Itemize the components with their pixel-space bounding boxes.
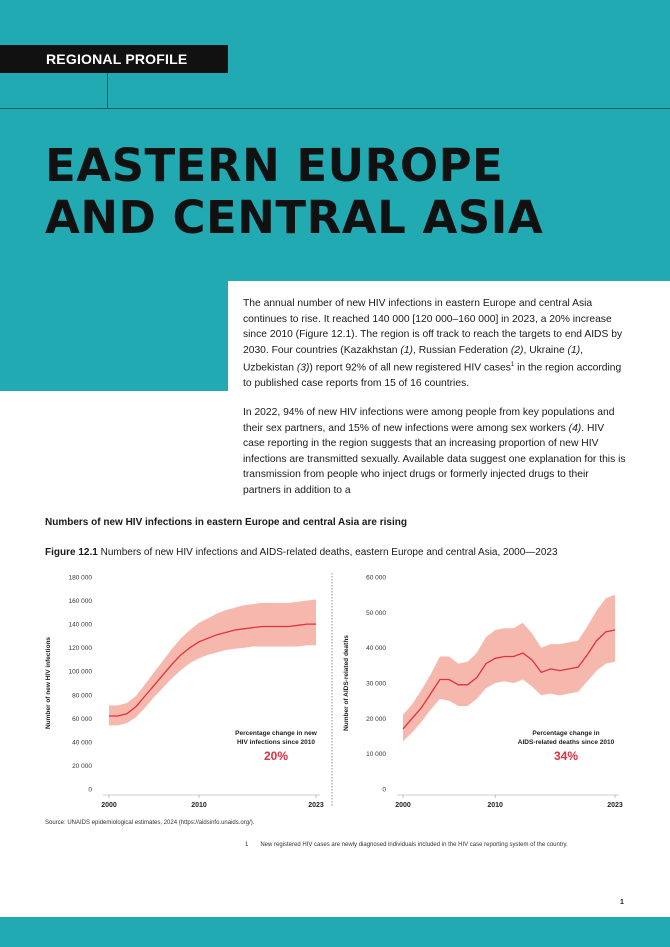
hiv-chart-x-tick-label: 2010: [191, 802, 207, 809]
deaths-chart-y-tick-label: 50 000: [366, 610, 386, 617]
deaths-chart-y-axis-title: Number of AIDS-related deaths: [343, 635, 350, 731]
figure-caption: Figure 12.1 Numbers of new HIV infection…: [45, 547, 558, 558]
hiv-chart-y-tick-label: 0: [88, 787, 92, 794]
hiv-chart-annotation-line-2: HIV infections since 2010: [237, 739, 315, 746]
deaths-chart-x-tick-label: 2023: [607, 802, 623, 809]
hiv-chart-annotation-value: 20%: [264, 749, 288, 763]
deaths-chart-x-tick-label: 2000: [395, 802, 411, 809]
hiv-chart-y-tick-label: 40 000: [72, 739, 92, 746]
header-horizontal-rule: [0, 108, 670, 109]
deaths-chart-estimate-line: [402, 629, 616, 730]
footnote-number: 1: [245, 842, 249, 848]
page-title: EASTERN EUROPE AND CENTRAL ASIA: [45, 140, 543, 244]
deaths-chart-y-tick-label: 60 000: [366, 575, 386, 582]
footnote-marker: 1: [510, 362, 515, 369]
hiv-chart-x-tick-label: 2000: [101, 802, 117, 809]
intro-paragraph-1: The annual number of new HIV infections …: [243, 298, 623, 390]
hiv-chart-y-tick-label: 60 000: [72, 716, 92, 723]
deaths-chart-x-tick-label: 2010: [487, 802, 503, 809]
intro-panel: [228, 281, 670, 391]
deaths-chart-annotation-line-2: AIDS-related deaths since 2010: [518, 739, 615, 746]
hiv-chart-y-tick-label: 160 000: [69, 598, 93, 605]
chart-aids-related-deaths: 0 10 000 20 000 30 000 40 000 50 000 60 000 200…: [343, 575, 623, 810]
intro-text: The annual number of new HIV infections …: [243, 296, 627, 512]
figure-label: Figure 12.1: [45, 547, 98, 558]
hiv-chart-x-tick-label: 2023: [308, 802, 324, 809]
intro-paragraph-2: In 2022, 94% of new HIV infections were …: [243, 406, 626, 496]
hiv-chart-y-tick-label: 120 000: [69, 645, 93, 652]
deaths-chart-y-tick-label: 40 000: [366, 645, 386, 652]
hiv-chart-y-tick-label: 100 000: [69, 669, 93, 676]
deaths-chart-annotation-value: 34%: [554, 749, 578, 763]
hiv-chart-y-tick-label: 180 000: [69, 575, 93, 582]
chart-new-hiv-infections: 0 20 000 40 000 60 000 80 000 100 000 120 000 1…: [45, 573, 333, 809]
header-vertical-rule: [107, 73, 108, 108]
footnote: 1 New registered HIV cases are newly diag…: [245, 842, 568, 848]
source-note: Source: UNAIDS epidemiological estimates…: [45, 820, 255, 826]
hiv-chart-uncertainty-band: [109, 599, 316, 726]
figure-heading: Numbers of new HIV infections in eastern…: [45, 517, 407, 528]
hiv-chart-y-axis-title: Number of new HIV infections: [45, 637, 52, 729]
hiv-chart-y-tick-label: 20 000: [72, 763, 92, 770]
deaths-chart-uncertainty-band: [403, 594, 615, 742]
figure-caption-text: Numbers of new HIV infections and AIDS-r…: [97, 547, 558, 558]
title-line-2: AND CENTRAL ASIA: [45, 191, 544, 244]
hiv-chart-estimate-line: [109, 623, 316, 717]
deaths-chart-y-tick-label: 0: [382, 787, 386, 794]
hiv-chart-annotation-line-1: Percentage change in new: [235, 730, 318, 737]
deaths-chart-annotation-line-1: Percentage change in: [532, 730, 599, 737]
footnote-text: New registered HIV cases are newly diagn…: [260, 842, 568, 848]
hiv-chart-y-tick-label: 80 000: [72, 692, 92, 699]
deaths-chart-y-tick-label: 10 000: [366, 751, 386, 758]
page-number: 1: [620, 899, 624, 906]
regional-profile-tag: REGIONAL PROFILE: [0, 45, 228, 73]
deaths-chart-y-tick-label: 30 000: [366, 681, 386, 688]
hiv-chart-y-tick-label: 140 000: [69, 622, 93, 629]
footer-band: [0, 917, 670, 947]
deaths-chart-y-tick-label: 20 000: [366, 716, 386, 723]
title-line-1: EASTERN EUROPE: [45, 139, 504, 192]
